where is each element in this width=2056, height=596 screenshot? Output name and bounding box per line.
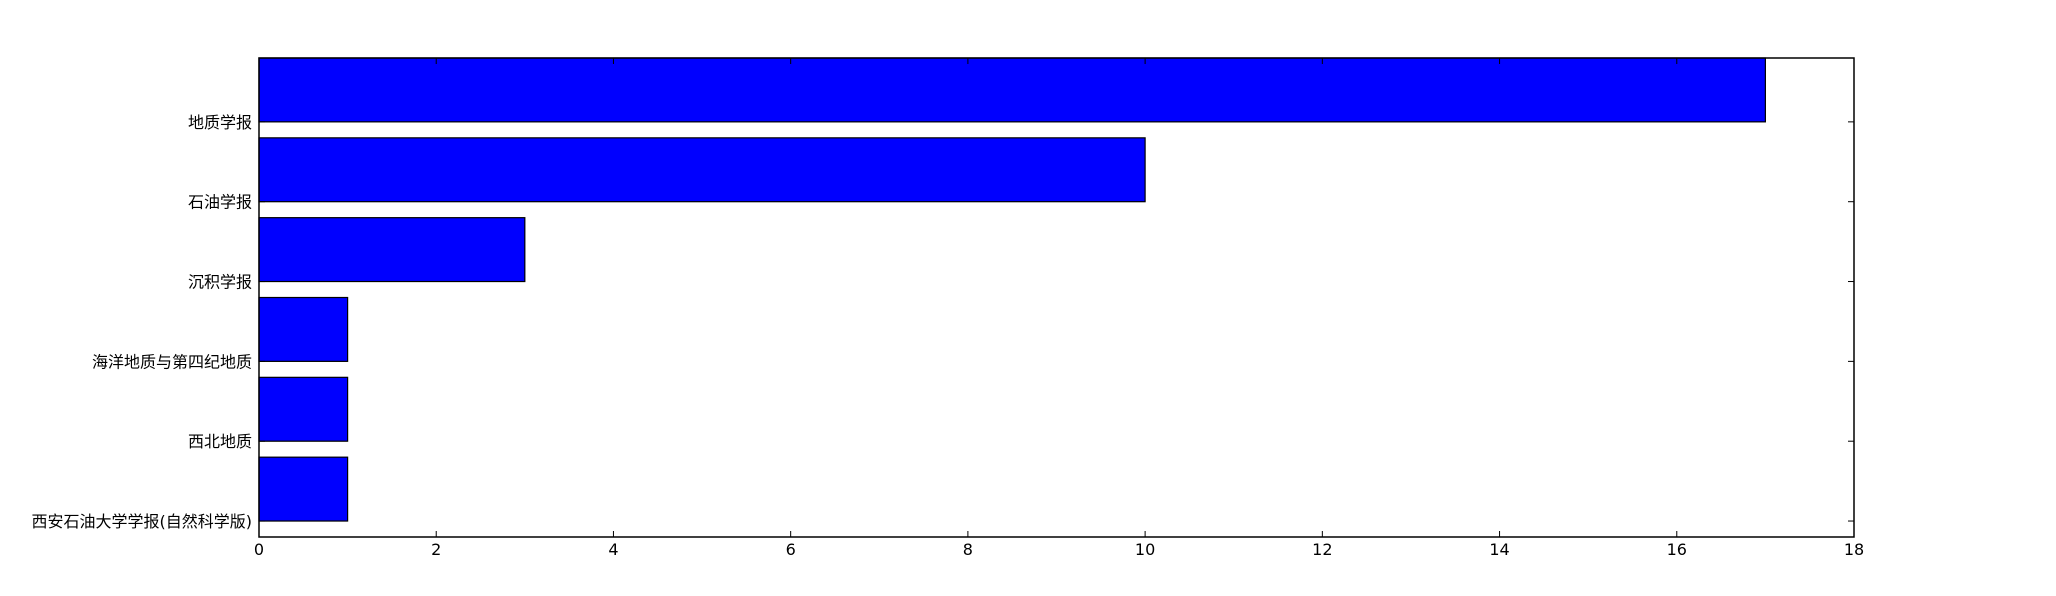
y-tick-label-4: 西北地质 bbox=[188, 432, 252, 451]
bar-1 bbox=[258, 137, 1146, 203]
bars-group bbox=[258, 57, 1766, 522]
y-tick-label-0: 地质学报 bbox=[188, 113, 252, 132]
y-tick-label-1: 石油学报 bbox=[188, 193, 252, 212]
plot-area bbox=[259, 58, 1854, 537]
bar-4 bbox=[258, 376, 349, 442]
x-tick-label-8: 16 bbox=[1667, 540, 1687, 559]
x-tick-label-1: 2 bbox=[431, 540, 441, 559]
x-tick-label-0: 0 bbox=[254, 540, 264, 559]
x-tick-label-3: 6 bbox=[786, 540, 796, 559]
bar-0 bbox=[258, 57, 1766, 123]
y-tick-label-2: 沉积学报 bbox=[188, 273, 252, 292]
x-tick-label-2: 4 bbox=[608, 540, 618, 559]
bar-5 bbox=[258, 456, 349, 522]
x-tick-label-6: 12 bbox=[1312, 540, 1332, 559]
x-tick-label-4: 8 bbox=[963, 540, 973, 559]
y-ticks-group: 地质学报石油学报沉积学报海洋地质与第四纪地质西北地质西安石油大学学报(自然科学版… bbox=[32, 113, 1854, 531]
y-tick-label-5: 西安石油大学学报(自然科学版) bbox=[32, 512, 253, 531]
bar-3 bbox=[258, 296, 349, 362]
bar-2 bbox=[258, 217, 526, 283]
plot-frame bbox=[258, 57, 1855, 538]
x-tick-label-5: 10 bbox=[1135, 540, 1155, 559]
x-tick-label-9: 18 bbox=[1844, 540, 1864, 559]
y-tick-label-3: 海洋地质与第四纪地质 bbox=[92, 352, 252, 371]
x-tick-label-7: 14 bbox=[1489, 540, 1509, 559]
